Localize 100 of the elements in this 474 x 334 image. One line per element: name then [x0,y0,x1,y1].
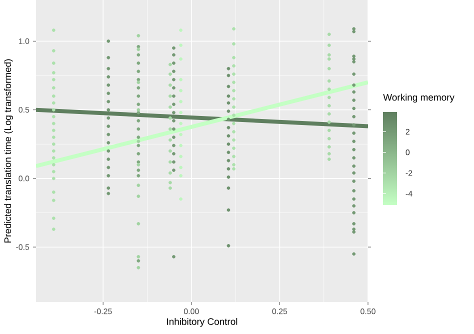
point [106,158,110,161]
point [168,171,172,175]
point [136,70,140,74]
point [168,83,172,87]
point [172,168,176,172]
point [172,61,176,65]
point [172,160,176,164]
point [327,88,331,91]
color-bar-title: Working memory [383,94,454,103]
point [179,122,183,126]
point [352,156,356,160]
point [226,118,230,122]
point [172,110,176,114]
point [226,186,230,190]
point [172,255,176,258]
point [232,64,236,68]
point [352,114,356,118]
point [136,168,140,172]
point [327,120,331,124]
point [179,57,183,61]
point [136,61,140,65]
point [226,109,230,113]
point [172,152,176,156]
point [106,75,110,79]
point [352,171,356,175]
point [232,105,236,109]
point [136,174,140,178]
point [352,106,356,110]
point [106,149,110,153]
point [226,84,230,88]
point [352,140,356,144]
point [226,208,230,212]
point [232,154,236,158]
point [172,119,176,122]
point [232,42,236,46]
point [52,198,56,202]
point [226,175,230,179]
point [352,180,356,183]
point [226,158,230,162]
point [352,131,356,135]
point [136,110,140,114]
point [106,124,110,128]
point [352,90,356,94]
point [179,110,183,114]
point [232,72,236,76]
point [232,146,236,150]
point [168,160,172,164]
point [136,102,140,106]
point [136,108,140,112]
point [106,186,110,190]
point [327,66,331,70]
point [352,222,356,226]
point [168,62,172,66]
point [179,28,183,32]
point [172,102,176,106]
point [136,194,140,198]
point [106,83,110,87]
point [179,174,183,178]
point [136,222,140,226]
point [168,138,172,142]
point [327,152,331,156]
point [52,101,56,105]
point [172,70,176,74]
point [106,92,110,96]
point [352,54,356,58]
point [327,112,331,116]
point [352,60,356,64]
point [327,53,331,57]
point [52,61,56,65]
point [352,230,356,234]
point [52,108,56,112]
point [179,100,183,104]
point [352,83,356,87]
point [106,100,110,104]
x-axis-title: Inhibitory Control [167,318,238,327]
point [106,116,110,120]
point [52,142,56,146]
point [106,108,110,112]
point [179,197,183,201]
point [52,216,56,220]
point [179,132,183,136]
point [168,94,172,98]
point [327,44,331,47]
point [232,97,236,101]
point [226,244,230,248]
point [168,127,172,131]
point [52,163,56,166]
point [52,176,56,180]
point [136,94,140,98]
point [52,228,56,231]
point [106,166,110,170]
point [327,32,331,36]
point [52,128,56,132]
point [232,27,236,31]
point [232,114,236,118]
point [179,154,183,158]
point [52,78,56,82]
point [352,148,356,152]
point [168,105,172,109]
point [232,130,236,134]
